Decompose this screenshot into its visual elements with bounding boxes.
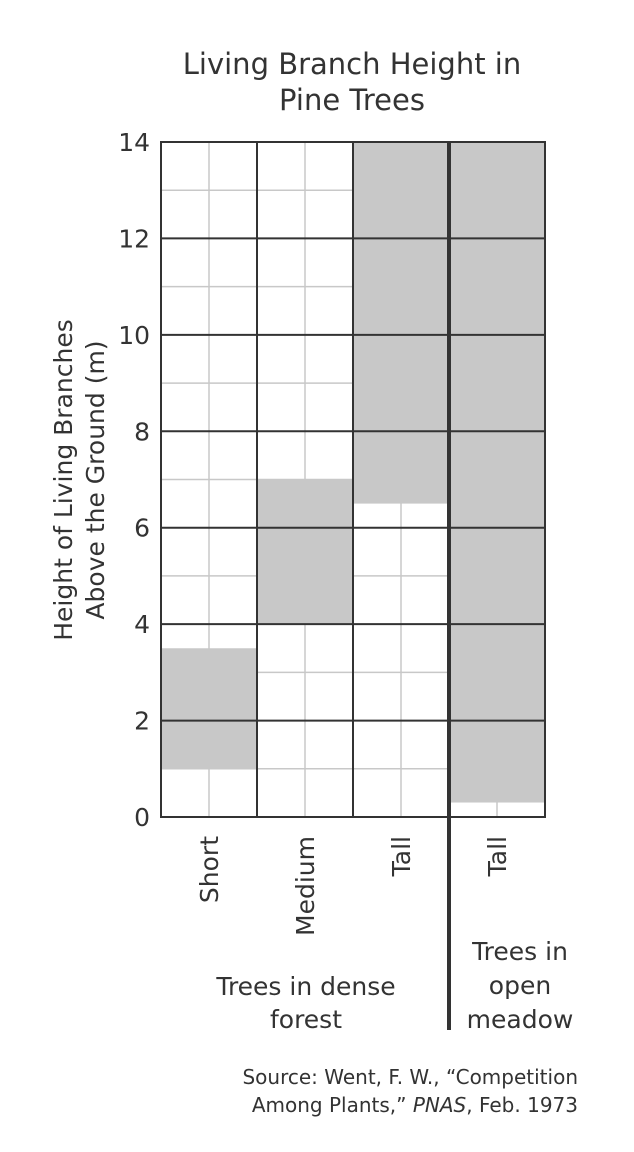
bar-1 [161,648,257,769]
chart-title-line-1: Living Branch Height in [183,47,521,81]
group-label-dense-forest-line-2: forest [270,1005,342,1034]
y-tick-label-12: 12 [118,224,150,253]
y-tick-label-6: 6 [134,514,150,543]
bar-4 [449,142,545,803]
source-journal: PNAS [413,1093,467,1117]
y-tick-label-8: 8 [134,417,150,446]
category-label-1: Short [195,836,224,903]
y-tick-label-4: 4 [134,610,150,639]
y-axis-label-line-2: Above the Ground (m) [81,340,110,619]
chart-title-line-2: Pine Trees [279,83,425,117]
y-axis-label-line-1: Height of Living Branches [49,319,78,641]
bar-3 [353,142,449,504]
y-tick-label-0: 0 [134,803,150,832]
category-label-4: Tall [483,836,512,877]
group-label-open-meadow-line-1: Trees in [471,937,568,966]
category-label-2: Medium [291,836,320,936]
plot-area: 0 2 4 6 8 10 12 14 Short Medium Tall Tall [118,128,546,1030]
y-tick-label-10: 10 [118,321,150,350]
group-label-open-meadow-line-2: open [489,971,551,1000]
source-prefix: Among Plants,” [252,1093,413,1117]
plot-frame [160,141,546,818]
y-tick-label-14: 14 [118,128,150,157]
source-suffix: , Feb. 1973 [466,1093,578,1117]
source-line-2: Among Plants,” PNAS, Feb. 1973 [252,1093,578,1117]
bar-2 [257,479,353,625]
y-tick-label-2: 2 [134,707,150,736]
group-label-dense-forest-line-1: Trees in dense [215,972,395,1001]
source-line-1: Source: Went, F. W., “Competition [242,1065,578,1089]
y-axis-label: Height of Living Branches Above the Grou… [49,319,110,641]
group-label-open-meadow-line-3: meadow [467,1005,574,1034]
category-label-3: Tall [387,836,416,877]
